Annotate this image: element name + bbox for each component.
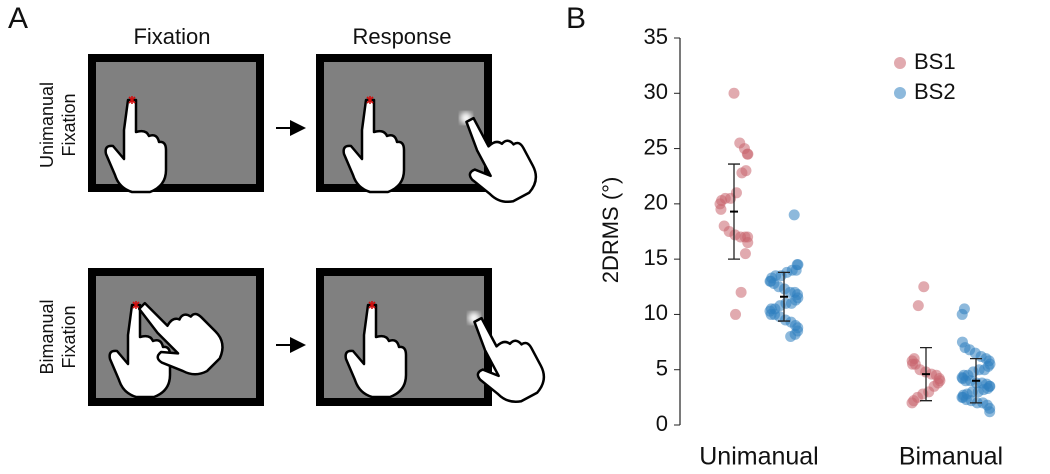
- panel-label: A: [8, 2, 28, 35]
- data-point: [735, 286, 747, 298]
- data-point: [785, 331, 797, 343]
- hand: [104, 98, 168, 194]
- column-title: Response: [352, 24, 451, 49]
- hand: [137, 301, 224, 376]
- data-point: [984, 406, 996, 418]
- y-tick-label: 0: [656, 411, 668, 436]
- hand: [342, 98, 406, 194]
- hand: [465, 116, 538, 204]
- hand: [344, 303, 408, 399]
- fixation-marker: [132, 301, 140, 309]
- row-label-line: Fixation: [59, 305, 79, 368]
- panel-label: B: [566, 2, 586, 35]
- data-point: [715, 203, 727, 215]
- hand: [108, 303, 172, 399]
- data-point: [956, 308, 968, 320]
- data-point: [742, 237, 754, 249]
- fixation-marker: [366, 96, 374, 104]
- row-label-line: Fixation: [59, 93, 79, 156]
- fixation-marker: [368, 301, 376, 309]
- data-point: [912, 300, 924, 312]
- y-tick-label: 30: [644, 79, 668, 104]
- y-tick-label: 15: [644, 245, 668, 270]
- data-point: [906, 397, 918, 409]
- column-title: Fixation: [133, 24, 210, 49]
- data-point: [788, 209, 800, 221]
- row-label-line: Bimanual: [37, 299, 57, 374]
- y-tick-label: 10: [644, 300, 668, 325]
- data-point: [728, 87, 740, 99]
- data-point: [742, 148, 754, 160]
- x-tick-label: Bimanual: [899, 443, 1003, 471]
- hand: [473, 316, 546, 404]
- fixation-marker: [128, 96, 136, 104]
- legend-label: BS2: [914, 79, 956, 104]
- y-tick-label: 20: [644, 190, 668, 215]
- row-label: Unimanual Fixation: [37, 82, 79, 168]
- y-tick-label: 25: [644, 134, 668, 159]
- data-point: [918, 281, 930, 293]
- data-point: [730, 308, 742, 320]
- legend-label: BS1: [914, 49, 956, 74]
- panel-b: B 2DRMS (°) 0 5 10 15 20 25 30 35 Unimanual Biman…: [566, 2, 1003, 471]
- row-label-line: Unimanual: [37, 82, 57, 168]
- y-axis-label: 2DRMS (°): [598, 177, 623, 284]
- y-tick-label: 5: [656, 356, 668, 381]
- legend-swatch: [894, 87, 906, 99]
- row-label: Bimanual Fixation: [37, 299, 79, 374]
- x-tick-label: Unimanual: [699, 443, 819, 471]
- data-point: [736, 167, 748, 179]
- panel-a: A Fixation Response Unimanual Fixation B…: [8, 2, 546, 406]
- data-point: [739, 248, 751, 260]
- y-tick-label: 35: [644, 24, 668, 49]
- legend-swatch: [894, 57, 906, 69]
